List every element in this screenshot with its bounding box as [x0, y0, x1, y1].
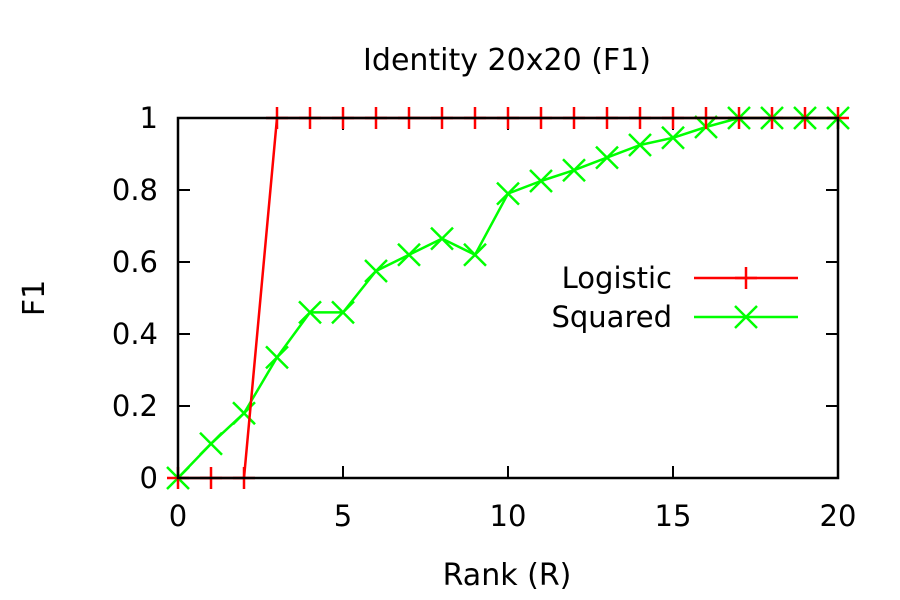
squared-data-point: [331, 300, 355, 325]
x-tick-label: 20: [820, 499, 857, 533]
chart-title: Identity 20x20 (F1): [363, 43, 651, 78]
squared-data-point: [430, 226, 454, 251]
y-tick-label: 0.6: [112, 245, 158, 279]
x-tick-label: 5: [334, 499, 352, 533]
y-tick-label: 0: [140, 461, 158, 495]
squared-data-point-stroke: [595, 145, 619, 170]
squared-data-point: [298, 300, 322, 325]
squared-data-point: [496, 181, 520, 206]
squared-data-point: [199, 431, 223, 456]
legend-marker-logistic: [735, 267, 757, 289]
squared-data-point-stroke: [430, 226, 454, 251]
squared-data-point: [628, 133, 652, 157]
squared-data-point-stroke: [298, 300, 322, 325]
squared-data-point: [595, 145, 619, 170]
x-tick-label: 0: [169, 499, 187, 533]
squared-data-point: [397, 242, 421, 267]
squared-data-point-stroke: [265, 345, 289, 370]
legend: Logistic Squared: [551, 261, 798, 334]
squared-data-point-stroke: [496, 181, 520, 206]
legend-label-squared: Squared: [551, 300, 672, 334]
squared-data-point: [463, 242, 487, 267]
legend-label-logistic: Logistic: [562, 261, 672, 295]
squared-data-point-stroke: [199, 431, 223, 456]
squared-series-line: [177, 116, 838, 479]
squared-data-point-stroke: [529, 169, 553, 193]
squared-data-point-stroke: [628, 133, 652, 157]
logistic-series-line: [178, 116, 838, 480]
squared-data-point: [562, 158, 586, 183]
series-layer: [166, 106, 850, 490]
x-tick-label: 15: [655, 499, 692, 533]
y-axis-label: F1: [17, 280, 52, 316]
y-tick-label: 0.2: [112, 389, 158, 423]
squared-data-point-stroke: [661, 125, 685, 150]
squared-data-point-stroke: [364, 259, 388, 283]
legend-marker-squared: [734, 305, 758, 329]
x-tick-label: 10: [490, 499, 527, 533]
y-tick-label: 0.8: [112, 173, 158, 207]
plot-frame: [176, 116, 840, 480]
squared-data-point-stroke: [331, 300, 355, 325]
y-tick-label: 1: [140, 101, 158, 135]
y-tick-label: 0.4: [112, 317, 158, 351]
squared-data-point: [661, 125, 685, 150]
squared-data-point: [265, 345, 289, 370]
legend-marker-squared-stroke: [734, 305, 758, 329]
squared-data-point-stroke: [463, 242, 487, 267]
squared-data-point-stroke: [562, 158, 586, 183]
squared-data-point: [364, 259, 388, 283]
squared-data-point: [529, 169, 553, 193]
squared-data-point-stroke: [397, 242, 421, 267]
x-axis-label: Rank (R): [443, 558, 572, 593]
